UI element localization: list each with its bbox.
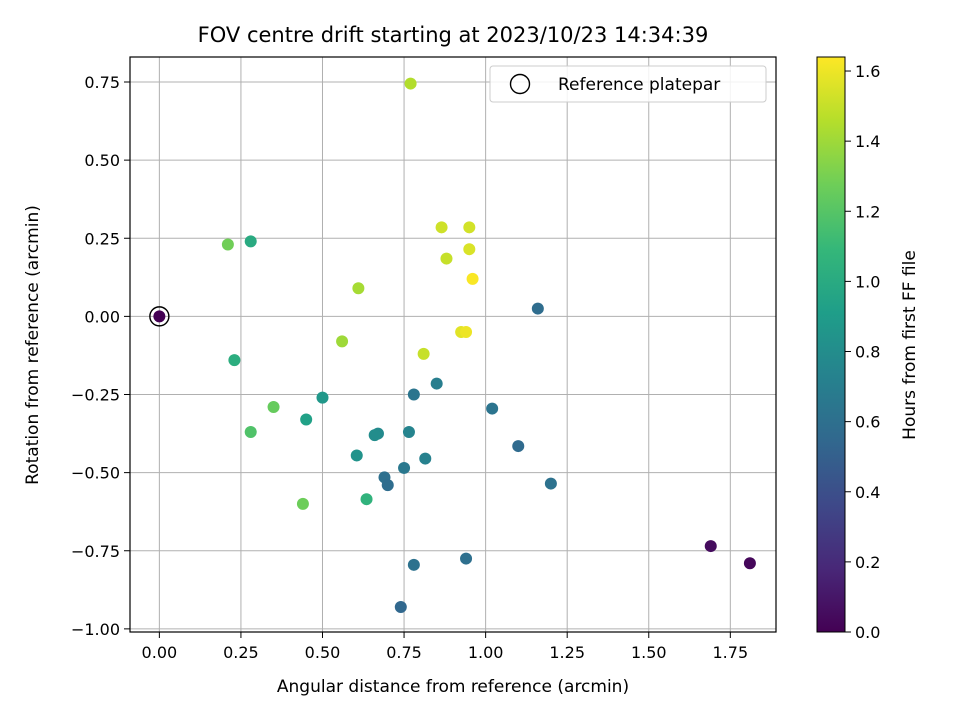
reference-marker xyxy=(149,306,170,327)
data-point xyxy=(352,282,365,295)
colorbar-tick-label: 0.8 xyxy=(855,343,880,362)
data-point xyxy=(267,401,280,413)
legend-box xyxy=(489,65,767,103)
data-point xyxy=(419,452,432,465)
plot-frame xyxy=(129,56,777,633)
colorbar-tick-label: 0.4 xyxy=(855,483,880,502)
data-point xyxy=(512,440,525,453)
colorbar xyxy=(816,56,846,633)
legend: Reference platepar xyxy=(489,65,767,103)
data-point xyxy=(407,558,420,571)
data-point xyxy=(381,479,394,492)
data-point xyxy=(531,302,544,315)
data-point xyxy=(296,497,309,510)
data-point xyxy=(221,238,234,251)
y-tick-label: −0.75 xyxy=(71,542,120,561)
legend-label: Reference platepar xyxy=(558,75,720,95)
y-tick-label: 0.00 xyxy=(84,307,120,326)
data-point xyxy=(153,310,166,323)
x-tick-label: 1.50 xyxy=(631,643,667,662)
data-point xyxy=(368,429,381,442)
data-point xyxy=(336,335,349,348)
y-axis-label: Rotation from reference (arcmin) xyxy=(23,205,43,485)
x-tick-label: 1.00 xyxy=(468,643,504,662)
data-point xyxy=(435,221,448,234)
data-point xyxy=(463,221,476,234)
grid xyxy=(130,57,776,632)
data-point xyxy=(300,413,313,426)
colorbar-tick-label: 0.6 xyxy=(855,413,880,432)
data-point xyxy=(360,493,373,506)
data-point xyxy=(244,235,257,248)
x-tick-label: 0.00 xyxy=(142,643,178,662)
data-point xyxy=(486,402,499,415)
y-tick-label: −1.00 xyxy=(71,620,120,639)
data-point xyxy=(316,391,329,404)
data-point xyxy=(463,243,476,256)
y-tick-label: −0.50 xyxy=(71,464,120,483)
chart-title: FOV centre drift starting at 2023/10/23 … xyxy=(198,23,709,47)
reference-point-marker xyxy=(149,306,170,327)
data-point xyxy=(417,347,430,360)
x-tick-label: 0.50 xyxy=(305,643,341,662)
data-point xyxy=(704,540,717,553)
colorbar-tick-label: 1.4 xyxy=(855,132,880,151)
colorbar-tick-label: 1.6 xyxy=(855,62,880,81)
data-point xyxy=(404,77,417,90)
data-point xyxy=(402,426,415,438)
data-point xyxy=(394,601,407,613)
data-points xyxy=(153,77,756,613)
x-axis-ticks: 0.00 0.25 0.50 0.75 1.00 1.25 1.50 1.75 xyxy=(142,632,749,662)
data-point xyxy=(460,326,473,338)
x-axis-label: Angular distance from reference (arcmin) xyxy=(277,677,629,697)
data-point xyxy=(350,449,363,462)
data-point xyxy=(430,377,443,390)
y-tick-label: −0.25 xyxy=(71,386,120,405)
x-tick-label: 0.25 xyxy=(223,643,259,662)
colorbar-tick-label: 1.0 xyxy=(855,272,880,291)
data-point xyxy=(244,426,257,438)
data-point xyxy=(440,252,453,265)
y-tick-label: 0.75 xyxy=(84,73,120,92)
data-point xyxy=(407,388,420,401)
colorbar-tick-label: 0.0 xyxy=(855,623,880,642)
x-tick-label: 0.75 xyxy=(386,643,422,662)
data-point xyxy=(466,272,479,285)
y-axis-ticks: −1.00 −0.75 −0.50 −0.25 0.00 0.25 0.50 0.75 xyxy=(71,73,130,639)
y-tick-label: 0.50 xyxy=(84,151,120,170)
x-tick-label: 1.75 xyxy=(713,643,749,662)
colorbar-tick-label: 1.2 xyxy=(855,202,880,221)
data-point xyxy=(743,557,756,570)
data-point xyxy=(228,354,241,367)
x-tick-label: 1.25 xyxy=(549,643,585,662)
colorbar-label: Hours from first FF file xyxy=(900,250,920,440)
colorbar-tick-label: 0.2 xyxy=(855,553,880,572)
data-point xyxy=(544,477,557,490)
data-point xyxy=(398,461,411,474)
data-point xyxy=(460,552,473,565)
colorbar-ticks: 0.0 0.2 0.4 0.6 0.8 1.0 1.2 1.4 1.6 xyxy=(845,62,880,642)
y-tick-label: 0.25 xyxy=(84,229,120,248)
legend-reference-marker xyxy=(509,73,531,95)
